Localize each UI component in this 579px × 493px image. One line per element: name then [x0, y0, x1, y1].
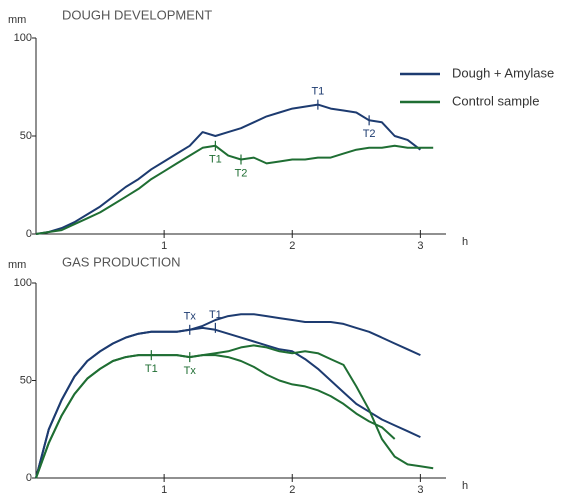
- chart-title: GAS PRODUCTION: [62, 254, 180, 269]
- x-axis-label: h: [462, 236, 468, 248]
- x-tick-label: 1: [161, 484, 167, 493]
- annotation-label: T1: [145, 363, 158, 375]
- x-tick-label: 3: [417, 484, 423, 493]
- annotation-label: Tx: [184, 365, 197, 377]
- annotation-label: T1: [209, 154, 222, 166]
- annotation-label: T2: [363, 128, 376, 140]
- legend-label: Control sample: [452, 93, 539, 108]
- series-line: [35, 326, 421, 479]
- y-tick-label: 50: [20, 374, 32, 386]
- y-axis-label: mm: [8, 14, 26, 26]
- y-tick-label: 50: [20, 130, 32, 142]
- annotation-label: Tx: [184, 311, 197, 323]
- series-line: [35, 344, 434, 479]
- series-line: [35, 103, 422, 235]
- chart-title: DOUGH DEVELOPMENT: [62, 7, 212, 22]
- annotation-label: T1: [209, 309, 222, 321]
- annotation-label: T2: [235, 167, 248, 179]
- y-tick-label: 0: [26, 472, 32, 484]
- x-tick-label: 2: [289, 484, 295, 493]
- series-line: [35, 354, 396, 479]
- annotation-label: T1: [311, 86, 324, 98]
- series-line: [35, 144, 434, 235]
- x-tick-label: 2: [289, 240, 295, 252]
- x-tick-label: 1: [161, 240, 167, 252]
- y-tick-label: 100: [14, 277, 32, 289]
- y-tick-label: 100: [14, 32, 32, 44]
- y-tick-label: 0: [26, 228, 32, 240]
- y-axis-label: mm: [8, 259, 26, 271]
- x-axis-label: h: [462, 480, 468, 492]
- legend-label: Dough + Amylase: [452, 65, 554, 80]
- x-tick-label: 3: [417, 240, 423, 252]
